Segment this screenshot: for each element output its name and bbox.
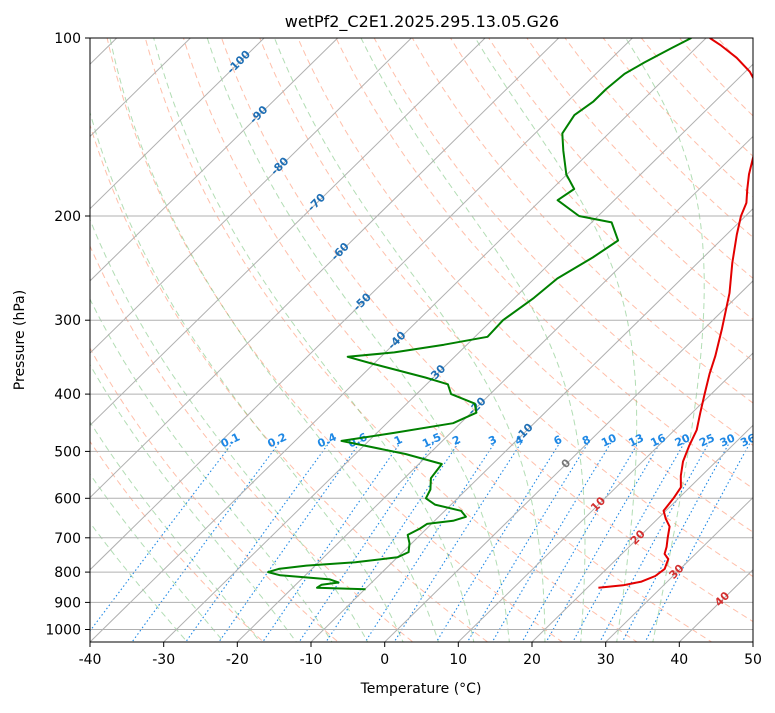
dry-adiabat [706, 25, 775, 654]
y-tick-label: 900 [54, 595, 81, 611]
dry-adiabat [668, 25, 775, 654]
mixing-ratio-line [177, 441, 330, 654]
mixing-ratio-label: 30 [718, 431, 738, 449]
mixing-ratio-line [255, 441, 402, 654]
moist-adiabat [14, 38, 340, 654]
x-axis-title: Temperature (°C) [360, 681, 482, 697]
y-tick-label: 800 [54, 565, 81, 581]
dry-adiabat [217, 25, 775, 654]
x-tick-label: -10 [300, 652, 323, 668]
isotherm-line [0, 38, 411, 642]
x-tick-label: 0 [380, 652, 389, 668]
moist-adiabat [0, 38, 270, 654]
dry-adiabat [292, 25, 775, 654]
mixing-ratio-line [123, 441, 280, 654]
dewpoint-profile [268, 38, 691, 589]
y-tick-label: 700 [54, 531, 81, 547]
chart-title: wetPf2_C2E1.2025.295.13.05.G26 [285, 12, 559, 32]
y-tick-label: 1000 [45, 623, 81, 639]
x-tick-label: 30 [597, 652, 615, 668]
mixing-ratio-line [515, 441, 639, 654]
dry-adiabat [518, 25, 775, 654]
x-tick-label: -40 [79, 652, 102, 668]
moist-adiabat [626, 38, 705, 654]
moist-adiabat [0, 38, 198, 654]
moist-adiabat [0, 38, 305, 654]
mixing-ratio-label: 1 [392, 433, 404, 448]
y-tick-label: 400 [54, 387, 81, 403]
isotherm-line [237, 38, 775, 642]
dry-adiabat [104, 25, 579, 654]
isotherm-line [311, 38, 775, 642]
dry-adiabat [556, 25, 775, 654]
isotherm-line [679, 38, 775, 642]
x-tick-label: 50 [744, 652, 762, 668]
mixing-ratio-label: 25 [697, 431, 716, 449]
x-tick-label: 20 [523, 652, 541, 668]
x-tick-label: 10 [449, 652, 467, 668]
y-tick-label: 100 [54, 31, 81, 47]
mixing-ratio-line [594, 441, 710, 654]
isotherm-line [0, 38, 338, 642]
mixing-ratio-line [211, 441, 361, 654]
mixing-ratio-line [639, 441, 751, 654]
y-axis-title: Pressure (hPa) [12, 290, 28, 390]
x-tick-label: -30 [152, 652, 175, 668]
isotherm-line [753, 38, 775, 642]
mixing-ratio-label: 3 [486, 433, 498, 448]
mixing-ratio-line [291, 441, 435, 654]
mixing-ratio-label: 16 [649, 431, 669, 449]
plot-frame [90, 38, 753, 642]
mixing-ratio-label: 36 [738, 431, 758, 449]
moist-adiabat [275, 38, 546, 654]
isotherm-label: -100 [224, 48, 253, 77]
mixing-ratio-line [358, 441, 496, 654]
profile-lines [268, 38, 759, 589]
mixing-ratio-line [485, 441, 612, 654]
dry-adiabat [443, 25, 775, 654]
x-tick-label: -20 [226, 652, 249, 668]
mixing-ratio-label: 13 [627, 431, 646, 449]
mixing-ratio-label: 2 [450, 433, 462, 448]
mixing-ratio-line [540, 441, 662, 654]
dry-adiabat [744, 25, 775, 654]
moist-adiabat [154, 38, 477, 654]
mixing-ratio-label: 0.2 [266, 430, 289, 450]
mixing-ratio-line [616, 441, 730, 654]
mixing-ratio-label: 10 [599, 431, 619, 449]
dry-adiabat [0, 25, 352, 654]
y-tick-label: 200 [54, 209, 81, 225]
isotherm-line [532, 38, 775, 642]
y-tick-label: 600 [54, 491, 81, 507]
mixing-ratio-line [73, 441, 234, 654]
isotherm-line [458, 38, 775, 642]
moist-adiabat [0, 38, 234, 654]
mixing-ratio-line [429, 441, 561, 654]
dry-adiabat [29, 25, 428, 654]
y-tick-label: 300 [54, 313, 81, 329]
x-tick-label: 40 [670, 652, 688, 668]
mixing-ratio-label: 0.1 [219, 430, 242, 450]
moist-adiabat [42, 38, 374, 654]
isotherm-line [0, 38, 190, 642]
y-tick-label: 500 [54, 444, 81, 460]
mixing-ratio-label: 6 [552, 433, 565, 448]
